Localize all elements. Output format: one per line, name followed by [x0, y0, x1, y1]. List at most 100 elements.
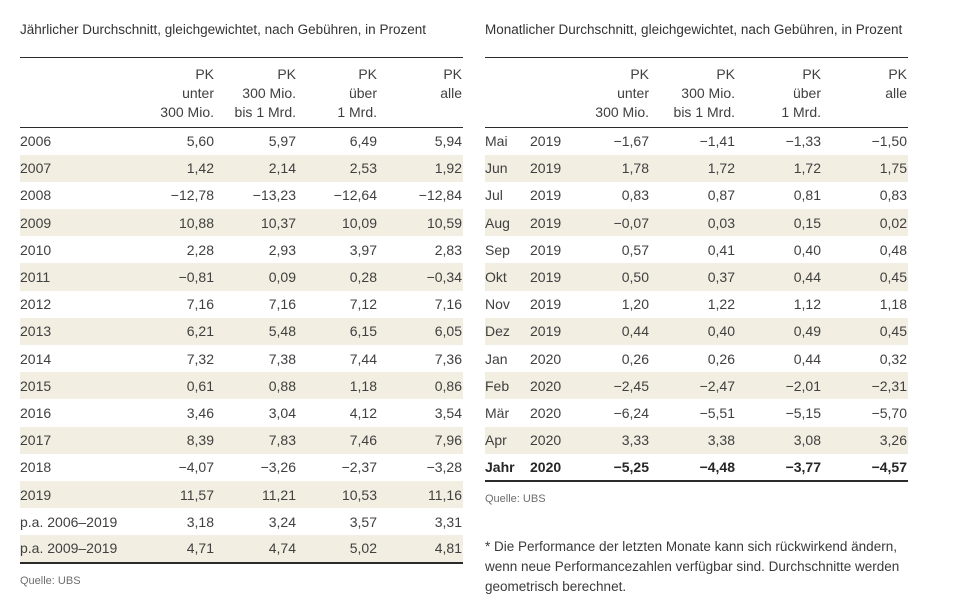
cell-value: 7,83	[268, 432, 296, 449]
row-label: Nov	[485, 296, 510, 313]
cell-value: 3,08	[793, 432, 821, 449]
monthly-table-body: Mai 2019 −1,67 −1,41 −1,33 −1,50 Jun 2019 1,78 1,…	[485, 128, 908, 481]
row-label: Dez	[485, 323, 510, 340]
cell-value: 1,78	[621, 160, 649, 177]
cell-value: 5,48	[268, 323, 296, 340]
cell-value: 0,44	[793, 269, 821, 286]
row-label: Mai	[485, 133, 508, 150]
cell-value: −5,25	[613, 458, 649, 475]
table-row: Mär 2020 −6,24 −5,51 −5,15 −5,70	[485, 399, 908, 426]
table-row: Apr 2020 3,33 3,38 3,08 3,26	[485, 426, 908, 454]
monthly-table-header: PK unter 300 Mio. PK 300 Mio. bis 1 Mrd. PK übe…	[485, 57, 908, 128]
cell-value: −3,28	[426, 459, 462, 476]
row-label: p.a. 2009–2019	[20, 540, 118, 557]
row-label: 2020	[530, 377, 562, 394]
cell-value: 0,83	[879, 187, 907, 204]
row-label: 2019	[530, 323, 562, 340]
table-row: p.a. 2009–2019 4,71 4,74 5,02 4,81	[20, 535, 463, 563]
cell-value: 0,28	[349, 269, 377, 286]
header-row: PK unter 300 Mio. PK 300 Mio. bis 1 Mrd. PK übe…	[485, 57, 908, 128]
column-header: PK 300 Mio. bis 1 Mrd.	[215, 57, 297, 128]
table-row: Feb 2020 −2,45 −2,47 −2,01 −2,31	[485, 372, 908, 400]
column-header: PK 300 Mio. bis 1 Mrd.	[650, 57, 736, 128]
table-row: Sep 2019 0,57 0,41 0,40 0,48	[485, 236, 908, 263]
monthly-performance-section: Monatlicher Durchschnitt, gleichgewichte…	[485, 0, 908, 597]
cell-value: 7,32	[186, 350, 214, 367]
cell-value: 11,21	[262, 486, 296, 503]
table-row: 2014 7,32 7,38 7,44 7,36	[20, 345, 463, 372]
cell-value: 10,53	[341, 486, 377, 503]
row-label: 2019	[530, 160, 562, 177]
cell-value: 4,74	[268, 540, 296, 557]
cell-value: 0,57	[621, 241, 649, 258]
cell-value: −3,26	[260, 459, 296, 476]
header-spacer	[530, 57, 572, 128]
cell-value: 0,26	[621, 350, 649, 367]
cell-value: 0,88	[268, 377, 296, 394]
cell-value: 0,37	[707, 269, 735, 286]
cell-value: 7,38	[268, 350, 296, 367]
row-label: 2012	[20, 296, 52, 313]
row-label: 2019	[530, 133, 562, 150]
table-row: Aug 2019 −0,07 0,03 0,15 0,02	[485, 209, 908, 237]
monthly-table-title: Monatlicher Durchschnitt, gleichgewichte…	[485, 22, 903, 37]
cell-value: 0,40	[793, 241, 821, 258]
cell-value: 0,61	[186, 377, 214, 394]
table-row: Nov 2019 1,20 1,22 1,12 1,18	[485, 291, 908, 318]
cell-value: 3,38	[707, 432, 735, 449]
cell-value: 5,97	[268, 133, 296, 150]
table-row: p.a. 2006–2019 3,18 3,24 3,57 3,31	[20, 508, 463, 535]
table-row: Jan 2020 0,26 0,26 0,44 0,32	[485, 345, 908, 372]
table-row: Jahr 2020 −5,25 −4,48 −3,77 −4,57	[485, 454, 908, 481]
cell-value: 0,45	[879, 269, 907, 286]
monthly-performance-table: PK unter 300 Mio. PK 300 Mio. bis 1 Mrd. PK übe…	[485, 57, 908, 482]
annual-table-body: 2006 5,60 5,97 6,49 5,94 2007 1,42 2,14 2,53 1,92…	[20, 128, 463, 563]
cell-value: −0,34	[426, 269, 462, 286]
cell-value: 3,18	[186, 513, 214, 530]
cell-value: 0,86	[434, 377, 462, 394]
table-row: 2007 1,42 2,14 2,53 1,92	[20, 154, 463, 182]
row-label: Jahr	[485, 458, 515, 475]
row-label: 2014	[20, 350, 52, 367]
cell-value: −12,78	[170, 187, 214, 204]
row-label: 2020	[530, 458, 562, 475]
cell-value: 7,36	[434, 350, 462, 367]
cell-value: −4,57	[871, 458, 907, 475]
cell-value: 7,16	[268, 296, 296, 313]
column-header: PK über 1 Mrd.	[297, 57, 378, 128]
row-label: Jul	[485, 187, 503, 204]
column-header: PK alle	[822, 57, 908, 128]
cell-value: 10,88	[178, 214, 214, 231]
table-row: Jul 2019 0,83 0,87 0,81 0,83	[485, 182, 908, 209]
annual-table-header: PK unter 300 Mio. PK 300 Mio. bis 1 Mrd. PK übe…	[20, 57, 463, 128]
row-label: 2020	[530, 350, 562, 367]
cell-value: 3,31	[434, 513, 462, 530]
cell-value: 1,12	[793, 296, 821, 313]
table-row: Okt 2019 0,50 0,37 0,44 0,45	[485, 263, 908, 291]
row-label: 2009	[20, 214, 52, 231]
header-spacer	[485, 57, 530, 128]
table-row: Jun 2019 1,78 1,72 1,72 1,75	[485, 154, 908, 182]
cell-value: 7,96	[434, 432, 462, 449]
cell-value: 0,40	[707, 323, 735, 340]
row-label: 2019	[530, 214, 562, 231]
row-label: 2019	[530, 241, 562, 258]
header-spacer	[20, 57, 133, 128]
cell-value: 0,26	[707, 350, 735, 367]
table-row: 2006 5,60 5,97 6,49 5,94	[20, 128, 463, 155]
cell-value: 2,28	[186, 241, 214, 258]
row-label: 2010	[20, 241, 52, 258]
cell-value: −0,81	[178, 269, 214, 286]
monthly-source-label: Quelle: UBS	[485, 492, 546, 505]
row-label: 2020	[530, 404, 562, 421]
cell-value: −6,24	[613, 404, 649, 421]
cell-value: 1,72	[707, 160, 735, 177]
cell-value: 11,57	[180, 486, 214, 503]
cell-value: 7,16	[434, 296, 462, 313]
cell-value: 6,49	[349, 133, 377, 150]
cell-value: 5,02	[349, 540, 377, 557]
cell-value: 7,12	[349, 296, 377, 313]
annual-table-title: Jährlicher Durchschnitt, gleichgewichtet…	[20, 22, 426, 37]
cell-value: 10,37	[260, 214, 296, 231]
cell-value: −1,50	[871, 133, 907, 150]
